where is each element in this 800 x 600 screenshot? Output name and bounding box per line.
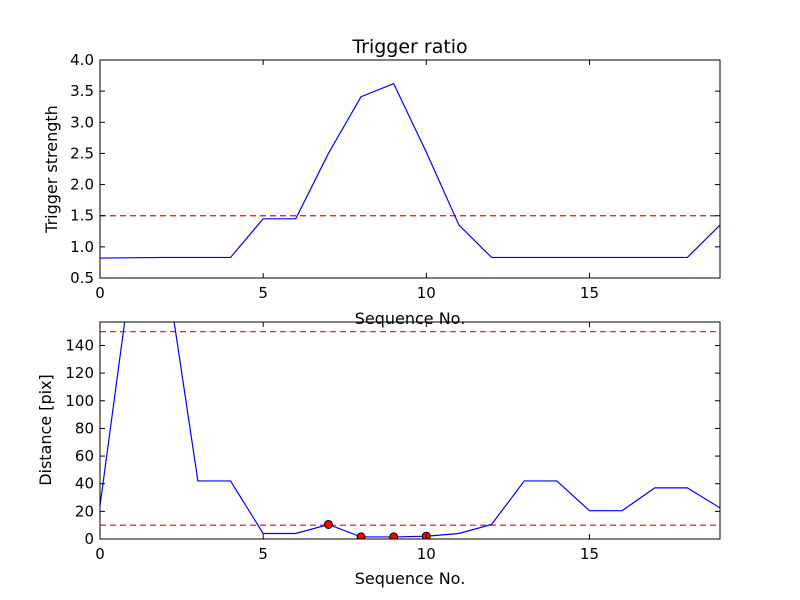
y-tick-label: 4.0	[70, 51, 94, 69]
data-point-marker	[323, 519, 333, 529]
x-tick-label: 15	[580, 284, 599, 302]
y-tick-label: 1.0	[70, 238, 94, 256]
x-axis-label: Sequence No.	[355, 569, 466, 588]
plot-frame	[99, 321, 721, 540]
series-line	[100, 82, 720, 259]
x-tick-label: 10	[417, 284, 436, 302]
y-tick-label: 3.0	[70, 113, 94, 131]
y-tick-label: 120	[65, 364, 94, 382]
series-line	[100, 322, 720, 538]
y-tick-label: 0.5	[70, 269, 94, 287]
chart-title: Trigger ratio	[351, 36, 467, 58]
data-point-marker	[356, 532, 366, 539]
x-tick-label: 0	[95, 284, 105, 302]
x-tick-label: 15	[580, 545, 599, 563]
subplot-trigger-ratio: Trigger ratio 0 5 10 15 0.5 1.0 1.5 2.0 2.5 3.0 3…	[42, 36, 721, 328]
x-axis-label: Sequence No.	[355, 309, 466, 328]
y-tick-label: 2.0	[70, 176, 94, 194]
x-tick-label: 5	[258, 284, 268, 302]
x-tick-label: 0	[95, 545, 105, 563]
y-tick-label: 0	[84, 530, 94, 548]
y-tick-label: 2.5	[70, 144, 94, 162]
y-tick-label: 40	[75, 475, 94, 493]
subplot-distance: 0 5 10 15 0 20 40 60 80 100 120 140 Sequence No. D…	[36, 321, 721, 588]
y-tick-label: 100	[65, 392, 94, 410]
y-tick-label: 1.5	[70, 207, 94, 225]
y-tick-label: 80	[75, 419, 94, 437]
y-tick-label: 140	[65, 336, 94, 354]
data-point-marker	[389, 532, 399, 539]
y-tick-label: 3.5	[70, 82, 94, 100]
y-tick-label: 60	[75, 447, 94, 465]
y-axis-label: Distance [pix]	[36, 374, 55, 486]
x-tick-label: 10	[417, 545, 436, 563]
y-tick-label: 20	[75, 502, 94, 520]
y-axis-label: Trigger strength	[42, 105, 61, 234]
plot-frame	[99, 59, 721, 279]
x-tick-label: 5	[258, 545, 268, 563]
